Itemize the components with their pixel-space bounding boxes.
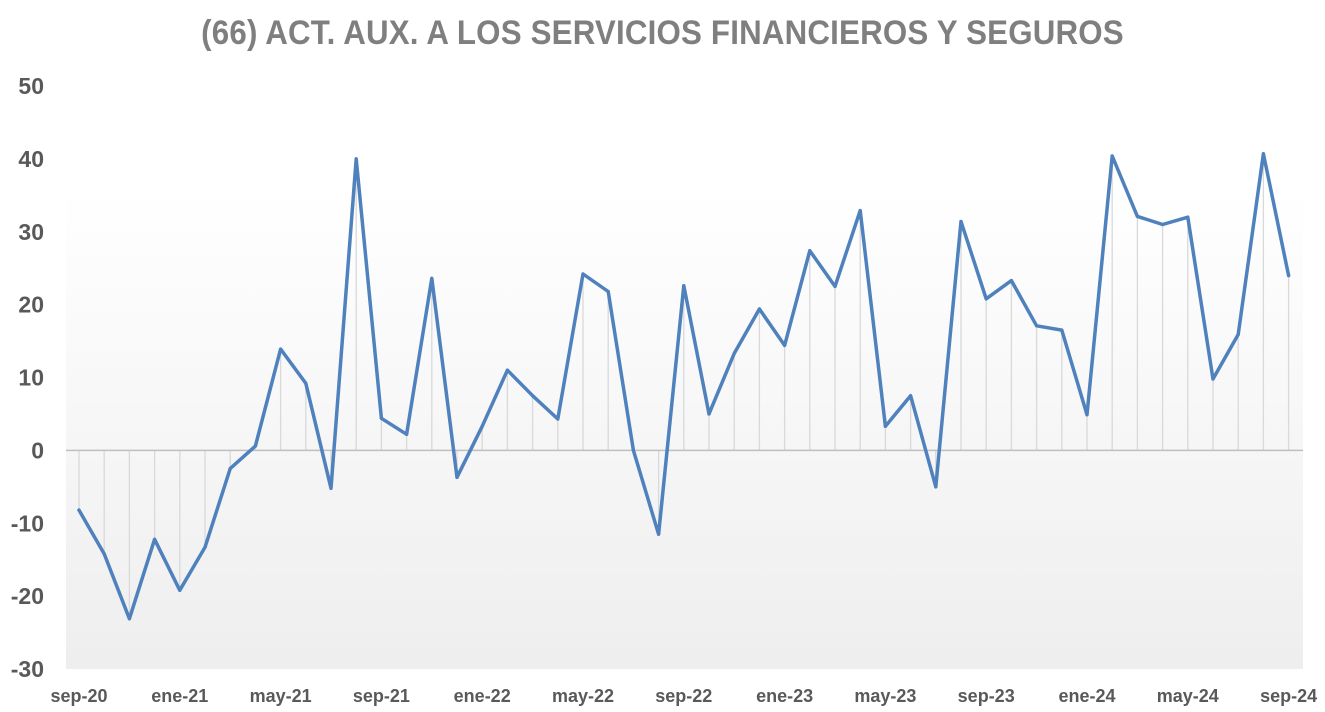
x-tick-label: sep-24 — [1260, 686, 1317, 706]
y-tick-label: -20 — [11, 583, 44, 609]
data-point — [1060, 328, 1064, 332]
data-point — [304, 381, 308, 385]
data-point — [556, 417, 560, 421]
data-point — [203, 545, 207, 549]
data-point — [1110, 154, 1114, 158]
data-point — [379, 416, 383, 420]
x-tick-label: ene-21 — [151, 686, 208, 706]
data-point — [959, 219, 963, 224]
data-point — [480, 424, 484, 428]
data-point — [430, 276, 434, 280]
y-tick-label: 40 — [18, 146, 44, 172]
data-point — [682, 284, 686, 288]
data-point — [1236, 332, 1240, 337]
y-tick-label: 10 — [18, 365, 44, 391]
y-tick-label: 50 — [18, 73, 44, 99]
data-point — [783, 343, 787, 348]
drop-lines — [78, 153, 1290, 619]
data-point — [405, 432, 409, 436]
data-point — [1035, 324, 1039, 328]
data-point — [354, 157, 358, 161]
y-tick-label: 0 — [31, 437, 44, 463]
data-point — [833, 284, 837, 289]
data-point — [279, 347, 283, 351]
data-point — [178, 588, 182, 592]
chart-title: (66) ACT. AUX. A LOS SERVICIOS FINANCIER… — [201, 14, 1124, 52]
data-point — [1211, 377, 1215, 381]
series-layer — [77, 152, 1291, 621]
data-point — [909, 394, 913, 398]
data-point — [1261, 152, 1265, 156]
data-point — [1161, 222, 1165, 227]
data-point — [631, 448, 636, 452]
x-tick-label: may-24 — [1157, 686, 1219, 706]
y-tick-label: -30 — [11, 656, 44, 682]
x-axis: sep-20 ene-21 may-21 sep-21 ene-22 may-22 sep-… — [50, 686, 1317, 706]
data-point — [984, 297, 988, 301]
data-point — [505, 368, 509, 372]
data-point — [127, 617, 131, 621]
data-point — [455, 475, 459, 479]
plot-area — [66, 188, 1303, 669]
x-tick-label: ene-22 — [454, 686, 511, 706]
data-point — [153, 537, 157, 541]
data-point — [858, 209, 862, 213]
x-tick-label: sep-20 — [50, 686, 107, 706]
x-tick-label: ene-23 — [756, 686, 813, 706]
x-tick-label: sep-23 — [958, 686, 1015, 706]
data-point — [1009, 278, 1014, 283]
data-point — [1085, 413, 1089, 417]
data-point — [808, 249, 812, 253]
data-point — [883, 424, 888, 428]
data-point — [329, 486, 333, 490]
x-tick-label: may-21 — [250, 686, 312, 706]
x-tick-label: ene-24 — [1058, 686, 1115, 706]
data-point — [102, 552, 106, 556]
data-point — [531, 394, 535, 398]
x-tick-label: sep-22 — [655, 686, 712, 706]
data-point — [581, 272, 585, 276]
data-point — [732, 351, 736, 356]
x-tick-label: sep-21 — [353, 686, 410, 706]
data-point — [934, 485, 938, 489]
data-point — [77, 508, 81, 512]
data-point — [757, 307, 762, 311]
data-point — [253, 444, 257, 448]
data-point — [228, 466, 232, 471]
data-point — [606, 289, 610, 294]
x-tick-label: may-22 — [552, 686, 614, 706]
data-point — [1186, 215, 1190, 219]
y-tick-label: 20 — [18, 292, 44, 318]
x-tick-label: may-23 — [854, 686, 916, 706]
data-point — [657, 532, 661, 536]
data-point — [1135, 214, 1139, 219]
y-axis: 50 40 30 20 10 0 -10 -20 -30 — [11, 73, 44, 682]
y-tick-label: -10 — [11, 510, 44, 536]
data-point — [707, 412, 711, 416]
data-point — [1287, 273, 1291, 278]
y-tick-label: 30 — [18, 219, 44, 245]
